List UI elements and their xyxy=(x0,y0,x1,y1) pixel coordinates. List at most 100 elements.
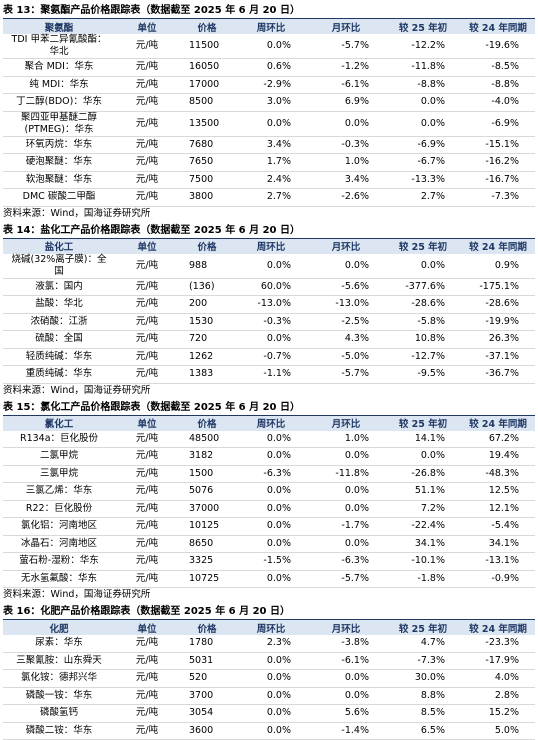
table-cell: -5.4% xyxy=(461,517,535,536)
table-cell: 聚合 MDI：华东 xyxy=(3,58,115,77)
table-row: 聚四亚甲基醚二醇(PTMEG)：华东 元/吨 13500 0.0% 0.0% 0.0% -6… xyxy=(3,111,535,137)
table-row: 尿素：华东 元/吨 1780 2.3% -3.8% 4.7% -23.3% xyxy=(3,635,535,653)
header-cell: 盐化工 xyxy=(3,237,115,254)
table-cell: -1.7% xyxy=(307,517,385,536)
table-cell: -8.8% xyxy=(461,76,535,94)
table-cell: 8500 xyxy=(179,93,235,112)
table-title: 表 16：化肥产品价格跟踪表（数据截至 2025 年 6 月 20 日） xyxy=(3,606,290,617)
table-cell: -12.7% xyxy=(385,348,461,366)
table-cell: 元/吨 xyxy=(115,669,179,688)
table-cell: 0.9% xyxy=(461,253,535,279)
table-cell: -7.3% xyxy=(385,652,461,670)
table-row: 重质纯碱：华东 元/吨 1383 -1.1% -5.7% -9.5% -36.7% xyxy=(3,365,535,384)
table-row: 软泡聚醚：华东 元/吨 7500 2.4% 3.4% -13.3% -16.7% xyxy=(3,171,535,189)
table-cell: -17.9% xyxy=(461,652,535,670)
table-cell: 0.0% xyxy=(235,111,307,137)
table-cell: 元/吨 xyxy=(115,635,179,653)
table-row: TDI 甲苯二异氰酸酯：华北 元/吨 11500 0.0% -5.7% -12.2% -19… xyxy=(3,34,535,59)
table-row: 氯化铝：河南地区 元/吨 10125 0.0% -1.7% -22.4% -5.4% xyxy=(3,517,535,536)
header-cell: 较 24 年同期 xyxy=(461,18,535,34)
table-cell: 1530 xyxy=(179,313,235,331)
table-cell: 软泡聚醚：华东 xyxy=(3,171,115,189)
header-cell: 周环比 xyxy=(235,18,307,34)
table-cell: 48500 xyxy=(179,430,235,448)
table-cell: TDI 甲苯二异氰酸酯：华北 xyxy=(3,34,115,59)
table-row: 环氧丙烷：华东 元/吨 7680 3.4% -0.3% -6.9% -15.1% xyxy=(3,136,535,154)
table-cell: -16.2% xyxy=(461,153,535,172)
table-cell: 萤石粉-湿粉：华东 xyxy=(3,552,115,571)
table-cell: 520 xyxy=(179,669,235,688)
table-cell: 0.0% xyxy=(385,111,461,137)
table: 氯化工 单位 价格 周环比 月环比较 25 年初较 24 年同期 R134a：巨化股份 元/… xyxy=(3,414,535,589)
table-cell: -5.8% xyxy=(385,313,461,331)
table-row: 氯化铵：德邦兴华 元/吨 520 0.0% 0.0% 30.0% 4.0% xyxy=(3,669,535,688)
header-cell: 月环比 xyxy=(307,237,385,254)
table-cell: -4.0% xyxy=(461,93,535,112)
table-cell: 3800 xyxy=(179,188,235,207)
table-cell: 元/吨 xyxy=(115,348,179,366)
table-cell: 13500 xyxy=(179,111,235,137)
table-cell: -6.3% xyxy=(235,465,307,483)
header-cell: 单位 xyxy=(115,18,179,34)
table-row: R22：巨化股份 元/吨 37000 0.0% 0.0% 7.2% 12.1% xyxy=(3,500,535,518)
table-row: 浓硝酸：江浙 元/吨 1530 -0.3% -2.5% -5.8% -19.9% xyxy=(3,313,535,331)
table-title: 表 15：氯化工产品价格跟踪表（数据截至 2025 年 6 月 20 日） xyxy=(3,401,300,413)
table-cell: 16050 xyxy=(179,58,235,77)
table-cell: 1780 xyxy=(179,635,235,653)
table-cell: 0.0% xyxy=(307,500,385,518)
table-cell: -1.8% xyxy=(385,570,461,588)
table-cell: 0.0% xyxy=(235,669,307,688)
table-cell: 元/吨 xyxy=(115,365,179,384)
table-cell: -48.3% xyxy=(461,465,535,483)
table-cell: 0.0% xyxy=(307,669,385,688)
table-cell: 0.0% xyxy=(235,500,307,518)
table-cell: 3700 xyxy=(179,687,235,705)
table-cell: 0.0% xyxy=(385,93,461,112)
table-cell: 12.1% xyxy=(461,500,535,518)
table-cell: -6.1% xyxy=(307,652,385,670)
table-cell: 4.0% xyxy=(461,669,535,688)
table-cell: 三氯乙烯：华东 xyxy=(3,482,115,501)
table-cell: 8.5% xyxy=(385,704,461,723)
table-row: 纯 MDI：华东 元/吨 17000 -2.9% -6.1% -8.8% -8.8% xyxy=(3,76,535,94)
table-cell: 0.0% xyxy=(235,330,307,349)
header-cell: 周环比 xyxy=(235,414,307,431)
table-cell: 720 xyxy=(179,330,235,349)
table-cell: -19.9% xyxy=(461,313,535,331)
table-cell: 元/吨 xyxy=(115,153,179,172)
table-cell: (136) xyxy=(179,278,235,296)
table-cell: 3325 xyxy=(179,552,235,571)
header-cell: 周环比 xyxy=(235,619,307,635)
table-cell: -2.6% xyxy=(307,188,385,207)
table-cell: 26.3% xyxy=(461,330,535,349)
table-cell: 0.0% xyxy=(235,517,307,536)
table-row: 冰晶石：河南地区 元/吨 8650 0.0% 0.0% 34.1% 34.1% xyxy=(3,535,535,553)
table-row: 磷酸氢钙 元/吨 3054 0.0% 5.6% 8.5% 15.2% xyxy=(3,704,535,723)
table-cell: 3.0% xyxy=(235,93,307,112)
table: 盐化工 单位 价格 周环比 月环比较 25 年初较 24 年同期 烧碱(32%离子膜)：全… xyxy=(3,237,535,384)
table-cell: -6.7% xyxy=(385,153,461,172)
table-cell: 元/吨 xyxy=(115,313,179,331)
table-cell: -5.0% xyxy=(307,348,385,366)
table-cell: 0.0% xyxy=(307,535,385,553)
table-cell: -1.2% xyxy=(307,58,385,77)
table-row: 二氯甲烷 元/吨 3182 0.0% 0.0% 0.0% 19.4% xyxy=(3,447,535,466)
table-cell: -28.6% xyxy=(461,295,535,314)
table-cell: 0.0% xyxy=(235,722,307,740)
table-cell: 51.1% xyxy=(385,482,461,501)
table-cell: 14.1% xyxy=(385,430,461,448)
table-cell: 氯化铵：德邦兴华 xyxy=(3,669,115,688)
table-cell: -1.1% xyxy=(235,365,307,384)
header-cell: 月环比 xyxy=(307,619,385,635)
table-cell: -26.8% xyxy=(385,465,461,483)
table-cell: 三氯甲烷 xyxy=(3,465,115,483)
table-cell: 硬泡聚醚：华东 xyxy=(3,153,115,172)
table-row: DMC 碳酸二甲酯 元/吨 3800 2.7% -2.6% 2.7% -7.3% xyxy=(3,188,535,207)
table-cell: 环氧丙烷：华东 xyxy=(3,136,115,154)
table-row: 三氯乙烯：华东 元/吨 5076 0.0% 0.0% 51.1% 12.5% xyxy=(3,482,535,501)
table-cell: 0.0% xyxy=(307,253,385,279)
table-cell: -11.8% xyxy=(385,58,461,77)
source-note: 资料来源：Wind，国海证券研究所 xyxy=(3,207,151,219)
table-cell: 6.5% xyxy=(385,722,461,740)
